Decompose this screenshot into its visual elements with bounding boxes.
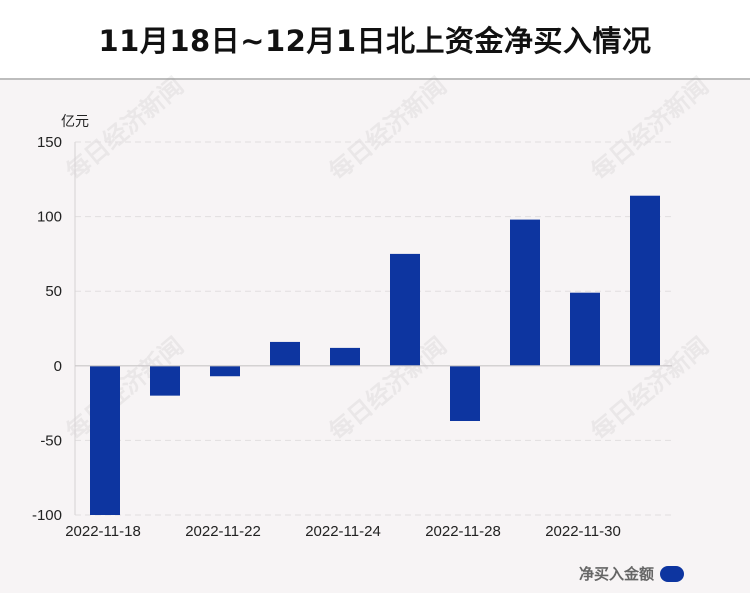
bar xyxy=(390,253,420,366)
x-tick-label: 2022-11-24 xyxy=(305,523,381,540)
y-axis-unit: 亿元 xyxy=(61,114,89,130)
bar xyxy=(150,365,180,396)
bar xyxy=(510,219,540,366)
watermark-text: 每日经济新闻 xyxy=(586,72,714,186)
x-tick-label: 2022-11-28 xyxy=(425,523,501,540)
bar xyxy=(570,292,600,366)
bar xyxy=(90,365,120,515)
x-tick-label: 2022-11-30 xyxy=(545,523,621,540)
legend-swatch xyxy=(660,565,684,582)
bar xyxy=(450,365,480,422)
y-tick-label: 150 xyxy=(37,134,62,151)
y-tick-label: 50 xyxy=(45,283,62,300)
chart-title: 11月18日~12月1日北上资金净买入情况 xyxy=(98,24,652,58)
watermark-text: 每日经济新闻 xyxy=(324,72,452,186)
y-tick-label: 100 xyxy=(37,209,62,226)
legend[interactable]: 净买入金额 xyxy=(579,563,684,584)
y-tick-label: 0 xyxy=(54,358,62,375)
bar xyxy=(330,347,360,366)
bar xyxy=(210,365,240,377)
x-tick-label: 2022-11-22 xyxy=(185,523,261,540)
bar xyxy=(630,195,660,366)
y-tick-label: -50 xyxy=(40,432,62,449)
legend-label: 净买入金额 xyxy=(578,565,654,583)
x-tick-label: 2022-11-18 xyxy=(65,523,141,540)
title-bar: 11月18日~12月1日北上资金净买入情况 xyxy=(0,0,750,80)
y-tick-label: -100 xyxy=(32,507,62,524)
bar xyxy=(270,341,300,366)
